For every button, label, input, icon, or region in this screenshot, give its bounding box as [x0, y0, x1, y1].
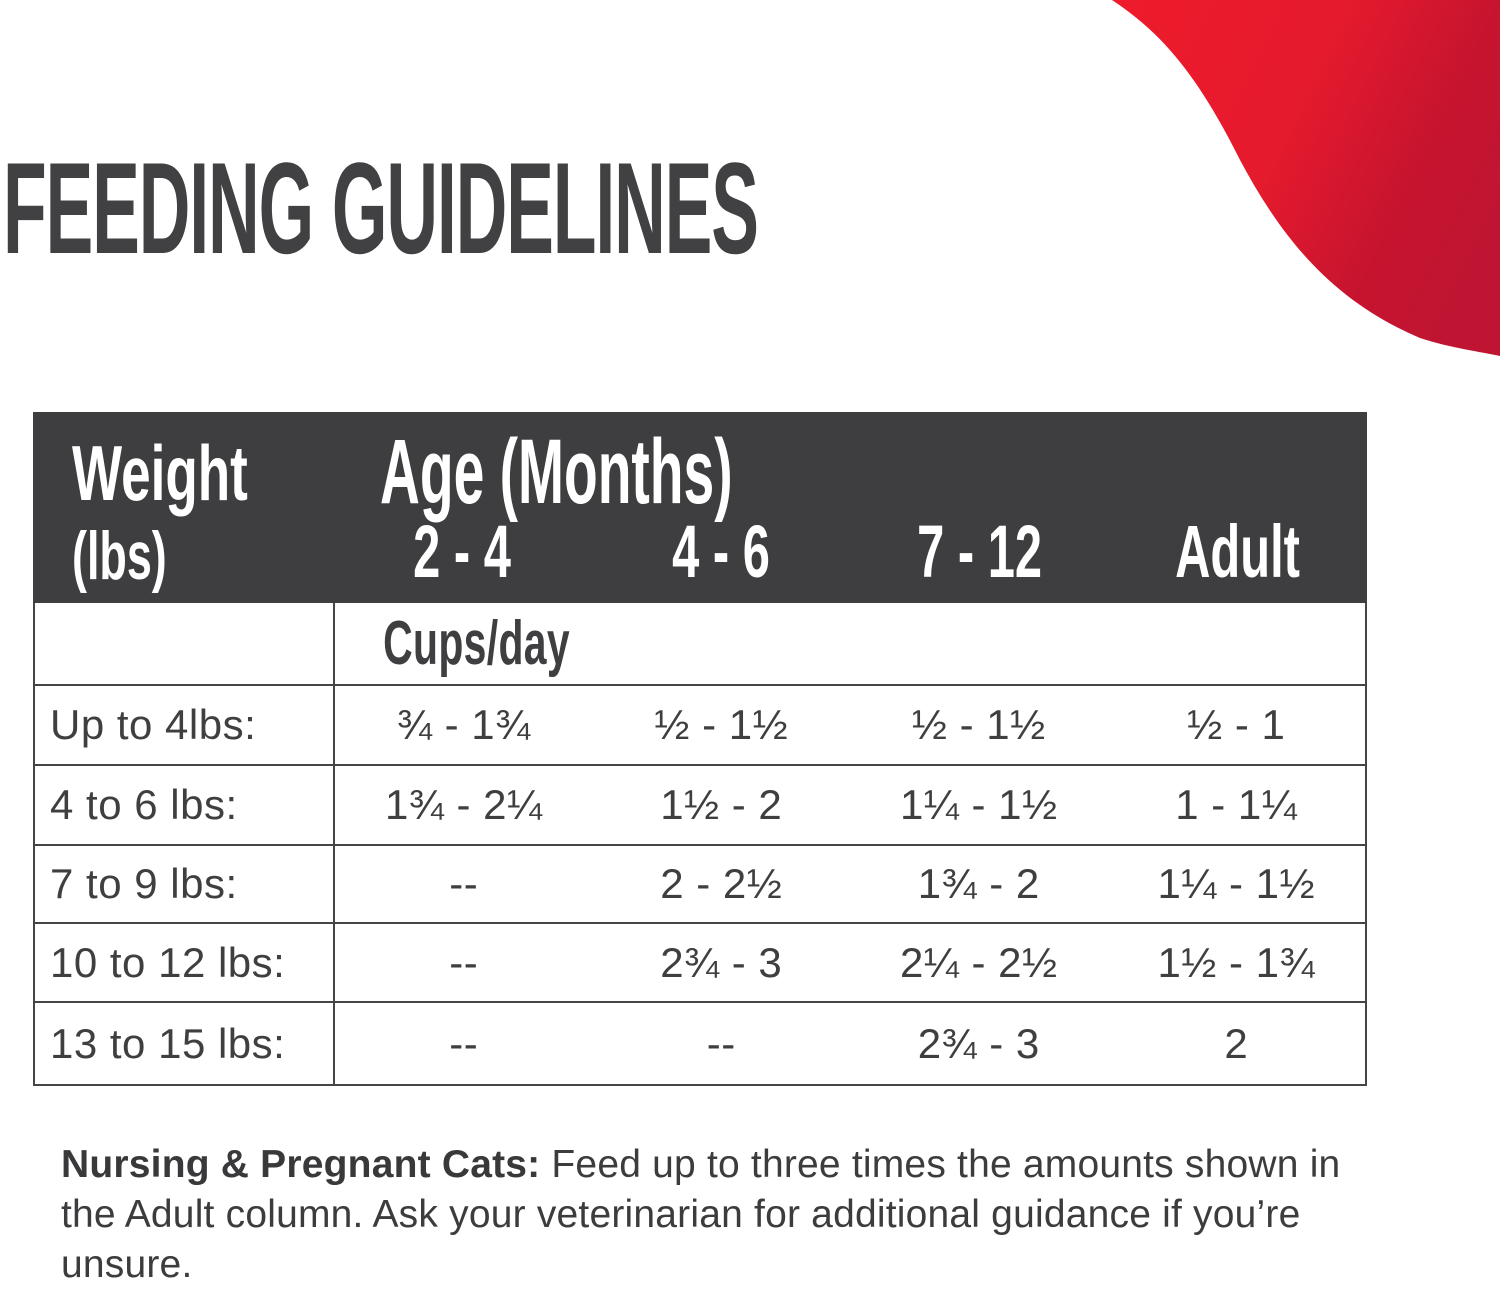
weight-cell: 4 to 6 lbs:	[35, 766, 335, 844]
value-cell-4-6: 2¾ - 3	[660, 938, 783, 986]
value-cell-7-12: 1¾ - 2	[917, 860, 1040, 907]
value-cell-2-4: --	[449, 860, 479, 907]
value-cell-4-6: 2 - 2½	[660, 860, 783, 907]
value-cell-4-6: 1½ - 2	[660, 781, 783, 828]
weight-cell: 13 to 15 lbs:	[35, 1003, 335, 1084]
value-cell-2-4: 1¾ - 2¼	[384, 781, 543, 828]
table-header: Weight (lbs) Age (Months) 2 - 4 4 - 6 7 …	[33, 412, 1367, 603]
weight-cell: 10 to 12 lbs:	[35, 924, 335, 1001]
table-row: 13 to 15 lbs: -- -- 2¾ - 3 2	[35, 1003, 1365, 1084]
age-subheader-row: 2 - 4 4 - 6 7 - 12 Adult	[333, 515, 1367, 589]
value-cell-adult: 2	[1224, 1019, 1249, 1067]
value-cell-7-12: 1¼ - 1½	[899, 781, 1058, 828]
units-row-empty-cell	[35, 603, 335, 684]
value-cell-adult: 1½ - 1¾	[1157, 938, 1316, 986]
value-cell-2-4: --	[449, 1019, 479, 1067]
units-label: Cups/day	[383, 608, 570, 678]
value-cell-7-12: 2¾ - 3	[917, 1019, 1040, 1067]
nursing-note-label: Nursing & Pregnant Cats:	[61, 1143, 541, 1186]
value-cell-4-6: ½ - 1½	[654, 701, 789, 748]
value-cell-adult: ½ - 1	[1187, 701, 1286, 748]
value-cell-7-12: ½ - 1½	[911, 701, 1046, 748]
value-cell-adult: 1¼ - 1½	[1157, 860, 1316, 907]
table-row: 10 to 12 lbs: -- 2¾ - 3 2¼ - 2½ 1½ - 1¾	[35, 924, 1365, 1003]
age-col-header-4-6: 4 - 6	[671, 510, 770, 593]
feeding-table: Weight (lbs) Age (Months) 2 - 4 4 - 6 7 …	[33, 412, 1367, 1086]
table-row: Up to 4lbs: ¾ - 1¾ ½ - 1½ ½ - 1½ ½ - 1	[35, 686, 1365, 766]
value-cell-2-4: ¾ - 1¾	[396, 701, 531, 748]
value-cell-2-4: --	[449, 938, 479, 986]
table-row: 4 to 6 lbs: 1¾ - 2¼ 1½ - 2 1¼ - 1½ 1 - 1…	[35, 766, 1365, 846]
weight-column-header: Weight	[72, 429, 248, 517]
age-col-header-2-4: 2 - 4	[413, 510, 512, 593]
units-cell: Cups/day	[335, 608, 618, 678]
age-col-header-adult: Adult	[1175, 510, 1301, 593]
nursing-note-text: Feed up to three times the amounts shown…	[61, 1143, 1341, 1286]
weight-cell: Up to 4lbs:	[35, 686, 335, 764]
table-row: 7 to 9 lbs: -- 2 - 2½ 1¾ - 2 1¼ - 1½	[35, 846, 1365, 924]
table-body: Cups/day Up to 4lbs: ¾ - 1¾ ½ - 1½ ½ - 1…	[33, 603, 1367, 1086]
page-title: FEEDING GUIDELINES	[3, 140, 1375, 277]
value-cell-adult: 1 - 1¼	[1175, 781, 1298, 828]
nursing-note: Nursing & Pregnant Cats: Feed up to thre…	[61, 1140, 1366, 1290]
age-months-header: Age (Months)	[380, 421, 733, 523]
page-title-text: FEEDING GUIDELINES	[3, 135, 759, 281]
value-cell-7-12: 2¼ - 2½	[899, 938, 1058, 986]
units-row: Cups/day	[35, 603, 1365, 686]
red-swoosh-decoration	[1112, 0, 1500, 356]
weight-cell: 7 to 9 lbs:	[35, 846, 335, 922]
value-cell-4-6: --	[706, 1019, 736, 1067]
age-col-header-7-12: 7 - 12	[916, 510, 1042, 593]
weight-unit-label: (lbs)	[72, 518, 167, 594]
